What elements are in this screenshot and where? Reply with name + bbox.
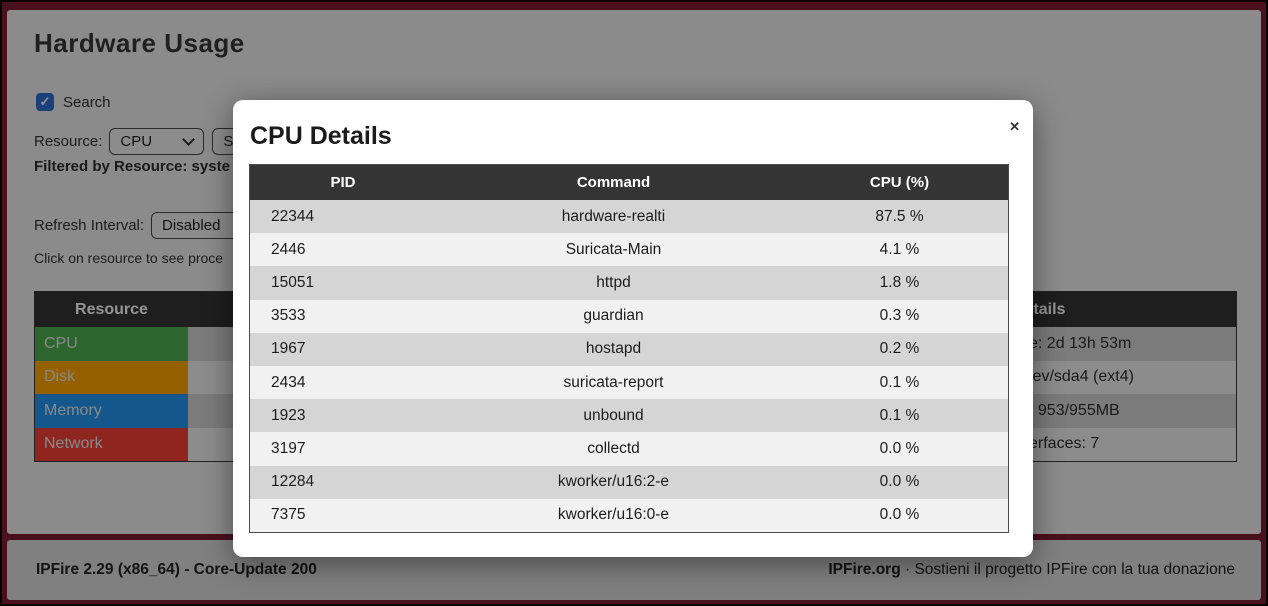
pid-cell: 3533 <box>271 307 306 325</box>
details-cell: erfaces: 7 <box>1029 435 1100 453</box>
checkmark-icon: ✓ <box>39 94 51 109</box>
cpu-percent-cell: 0.0 % <box>879 439 920 457</box>
footer: IPFire 2.29 (x86_64) - Core-Update 200 I… <box>7 540 1261 600</box>
table-row: 15051 httpd 1.8 % <box>250 266 1008 300</box>
process-table: PID Command CPU (%) 22344 hardware-realt… <box>249 164 1009 533</box>
table-row: 22344 hardware-realti 87.5 % <box>250 200 1008 234</box>
pid-cell: 15051 <box>271 273 315 291</box>
pid-cell: 22344 <box>271 207 315 225</box>
pid-cell: 3197 <box>271 439 306 457</box>
search-checkbox-label: Search <box>63 93 111 111</box>
cpu-percent-cell: 0.3 % <box>879 307 920 325</box>
table-row: 1967 hostapd 0.2 % <box>250 332 1008 366</box>
details-cell: lev/sda4 (ext4) <box>1029 368 1134 386</box>
cpu-percent-cell: 0.2 % <box>879 340 920 358</box>
pid-cell: 2434 <box>271 373 306 391</box>
resource-cell-label: CPU <box>44 334 78 352</box>
command-cell: Suricata-Main <box>565 240 662 258</box>
command-cell: guardian <box>583 307 644 325</box>
modal-title: CPU Details <box>250 122 392 150</box>
cpu-details-modal: CPU Details ✕ PID Command CPU (%) 22344 … <box>233 100 1033 557</box>
resource-cell-label: Network <box>44 435 103 453</box>
command-cell: unbound <box>583 406 644 424</box>
table-row: 2446 Suricata-Main 4.1 % <box>250 233 1008 267</box>
cpu-percent-cell: 0.0 % <box>879 506 920 524</box>
command-cell: hardware-realti <box>561 207 666 225</box>
process-table-header-row: PID Command CPU (%) <box>250 165 1008 200</box>
page-title: Hardware Usage <box>34 28 245 58</box>
search-checkbox[interactable]: ✓ <box>36 93 54 111</box>
pid-cell: 7375 <box>271 506 306 524</box>
refresh-interval-label: Refresh Interval: <box>34 216 145 234</box>
ipfire-org-link[interactable]: IPFire.org <box>828 561 901 578</box>
close-icon[interactable]: ✕ <box>1009 119 1020 134</box>
table-row: 3533 guardian 0.3 % <box>250 299 1008 333</box>
cpu-percent-cell: 1.8 % <box>879 273 920 291</box>
command-cell: kworker/u16:0-e <box>557 506 670 524</box>
table-row: 7375 kworker/u16:0-e 0.0 % <box>250 498 1008 532</box>
column-header-pid: PID <box>330 174 356 191</box>
search-checkbox-row: ✓ Search <box>36 93 111 111</box>
command-cell: suricata-report <box>563 373 664 391</box>
column-header-command: Command <box>576 174 651 191</box>
resource-cell-label: Memory <box>44 401 102 419</box>
cpu-percent-cell: 0.1 % <box>879 406 920 424</box>
column-header-cpu: CPU (%) <box>869 174 930 191</box>
resource-cell-disk[interactable]: Disk <box>35 360 188 394</box>
table-row: 1923 unbound 0.1 % <box>250 399 1008 433</box>
command-cell: kworker/u16:2-e <box>557 473 670 491</box>
resource-select[interactable]: CPU <box>109 127 205 155</box>
filtered-by-text: Filtered by Resource: syste <box>34 158 230 175</box>
process-table-body: 22344 hardware-realti 87.5 % 2446 Surica… <box>250 200 1008 532</box>
cpu-percent-cell: 0.1 % <box>879 373 920 391</box>
cpu-percent-cell: 0.0 % <box>879 473 920 491</box>
cpu-percent-cell: 87.5 % <box>875 207 924 225</box>
resource-column-header: Resource <box>75 300 148 318</box>
command-cell: httpd <box>596 273 631 291</box>
resource-cell-cpu[interactable]: CPU <box>35 327 188 361</box>
version-text: IPFire 2.29 (x86_64) - Core-Update 200 <box>36 561 317 578</box>
command-cell: hostapd <box>585 340 642 358</box>
resource-cell-memory[interactable]: Memory <box>35 394 188 428</box>
resource-select-value: CPU <box>120 132 153 150</box>
pid-cell: 1967 <box>271 340 306 358</box>
pid-cell: 1923 <box>271 406 306 424</box>
table-row: 2434 suricata-report 0.1 % <box>250 365 1008 400</box>
details-cell: e: 2d 13h 53m <box>1029 334 1132 352</box>
donation-link[interactable]: IPFire.org · Sostieni il progetto IPFire… <box>828 561 1235 579</box>
table-row: 12284 kworker/u16:2-e 0.0 % <box>250 465 1008 499</box>
hint-text: Click on resource to see proce <box>34 250 224 266</box>
pid-cell: 2446 <box>271 240 306 258</box>
refresh-select-value: Disabled <box>162 216 221 234</box>
resource-cell-label: Disk <box>44 368 76 386</box>
details-cell: : 953/955MB <box>1029 401 1120 419</box>
donation-text: · Sostieni il progetto IPFire con la tua… <box>900 561 1235 578</box>
pid-cell: 12284 <box>271 473 315 491</box>
resource-cell-network[interactable]: Network <box>35 427 188 461</box>
resource-label: Resource: <box>34 132 103 150</box>
table-row: 3197 collectd 0.0 % <box>250 432 1008 466</box>
cpu-percent-cell: 4.1 % <box>879 240 920 258</box>
command-cell: collectd <box>587 439 640 457</box>
